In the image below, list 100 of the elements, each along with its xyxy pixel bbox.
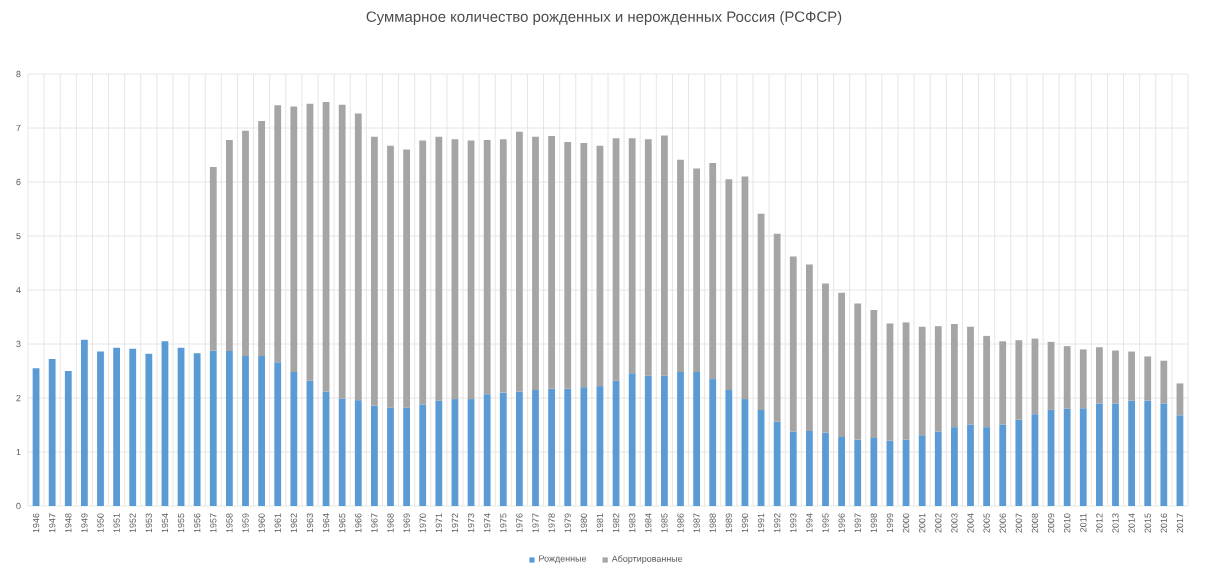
bar <box>1079 408 1087 506</box>
bar <box>370 136 378 406</box>
bar <box>628 373 636 506</box>
bar <box>113 347 121 506</box>
bar <box>660 375 668 506</box>
bar <box>854 439 862 506</box>
bar <box>644 375 652 506</box>
bar <box>532 389 539 506</box>
bar <box>805 264 813 431</box>
bar <box>644 139 652 376</box>
bar <box>532 136 539 390</box>
bar <box>773 421 781 506</box>
bar <box>435 136 443 401</box>
bar <box>1063 408 1071 506</box>
bar <box>805 430 813 506</box>
bar <box>403 149 411 408</box>
bar <box>693 168 701 373</box>
bar <box>80 339 88 506</box>
bar <box>967 424 974 506</box>
bar <box>129 348 137 506</box>
bar <box>274 362 282 506</box>
bar <box>660 135 668 376</box>
bar <box>934 326 942 432</box>
bar <box>499 139 507 393</box>
bar <box>789 256 797 432</box>
bar <box>838 436 846 506</box>
bar <box>548 388 556 506</box>
bar <box>1144 400 1152 506</box>
bar <box>225 351 233 506</box>
bar <box>338 104 346 399</box>
bar <box>709 379 717 506</box>
bar <box>1015 340 1023 420</box>
bar <box>515 131 523 392</box>
bar <box>64 371 72 506</box>
bar <box>677 159 684 373</box>
bar <box>338 398 346 506</box>
bar <box>822 283 829 433</box>
bar <box>387 407 394 506</box>
bar <box>580 143 588 388</box>
bar <box>918 326 926 436</box>
bar <box>258 120 266 356</box>
bar <box>854 303 862 440</box>
bar <box>548 136 556 389</box>
bar <box>564 142 572 389</box>
bar <box>918 435 926 506</box>
bar <box>773 233 781 422</box>
bar <box>1144 356 1152 401</box>
bar <box>725 179 733 390</box>
bar <box>950 324 958 428</box>
bar <box>870 309 878 438</box>
bar <box>999 424 1007 506</box>
bar <box>934 431 942 506</box>
bar <box>789 431 797 506</box>
bar <box>709 163 717 380</box>
bar <box>983 335 991 428</box>
bar <box>419 140 427 405</box>
bar <box>419 404 427 506</box>
bar <box>999 341 1007 425</box>
bar <box>209 350 217 506</box>
bar <box>628 138 636 374</box>
bar <box>499 392 507 506</box>
bar <box>1095 347 1103 404</box>
bar <box>290 106 298 373</box>
bar <box>209 166 217 351</box>
bar <box>1063 346 1071 409</box>
bar <box>1079 349 1087 409</box>
bar <box>370 405 378 506</box>
bar <box>1112 350 1119 404</box>
bar <box>387 145 394 408</box>
bar <box>483 139 491 395</box>
bar <box>822 432 829 506</box>
bar <box>1095 403 1103 506</box>
bar <box>580 387 588 506</box>
bar <box>677 372 684 506</box>
bar <box>967 326 974 425</box>
bar <box>354 113 362 401</box>
bar <box>515 391 523 506</box>
bar <box>693 372 701 506</box>
bar <box>258 355 266 506</box>
bar <box>1015 419 1023 506</box>
bar <box>725 389 733 506</box>
bar <box>564 388 572 506</box>
bar <box>242 355 249 506</box>
bar <box>225 139 233 352</box>
bar <box>1112 403 1119 506</box>
bar <box>274 105 282 363</box>
bar <box>1128 351 1136 401</box>
bar <box>435 400 443 506</box>
bar <box>870 437 878 506</box>
bar <box>354 400 362 506</box>
bar <box>193 353 201 506</box>
bar <box>97 351 104 506</box>
bar <box>838 292 846 437</box>
bar <box>1128 400 1136 506</box>
bar <box>483 394 491 506</box>
bar <box>290 372 298 506</box>
bar <box>1160 360 1168 404</box>
bar <box>950 427 958 506</box>
bar <box>48 359 56 506</box>
bar <box>983 427 991 506</box>
